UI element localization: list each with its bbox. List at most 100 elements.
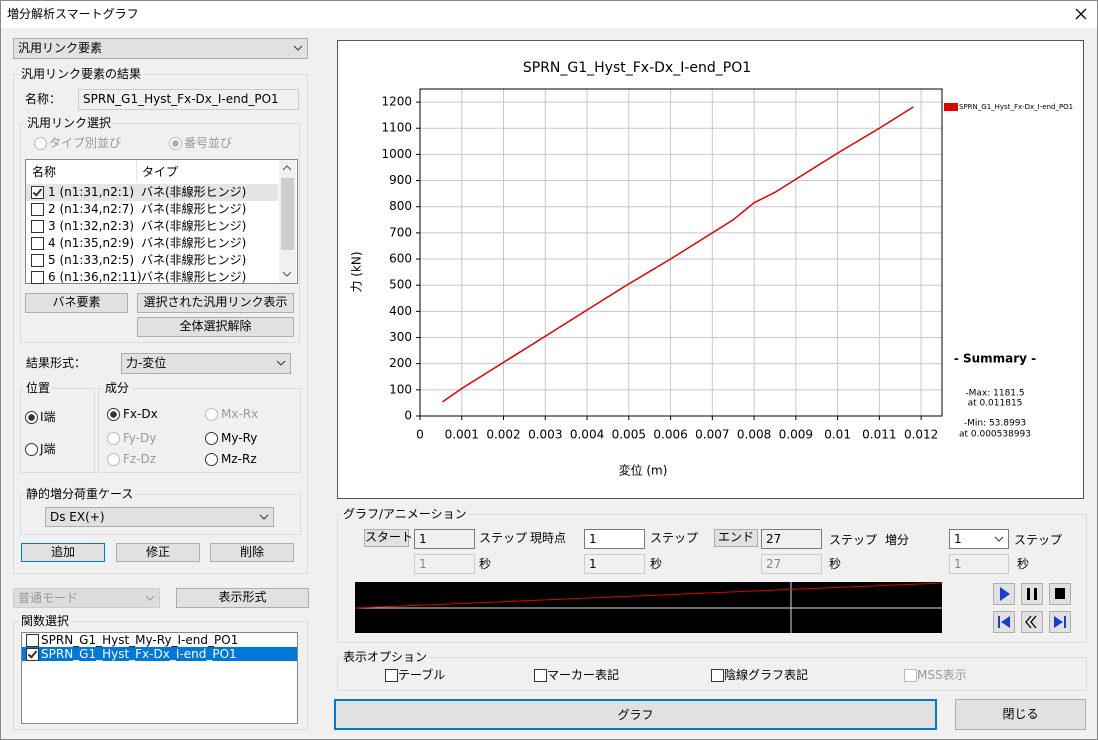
row-highlight [26,184,278,201]
function-list[interactable] [21,632,298,724]
checkbox[interactable] [31,254,44,267]
close-icon[interactable] [1074,7,1088,21]
scroll-thumb [281,178,294,250]
field[interactable]: 27 [761,529,822,549]
start-button[interactable]: スタート [364,529,413,547]
window-title: 増分解析スマートグラフ [7,7,139,21]
x-tick-label: 0.006 [653,428,687,442]
checkbox-label[interactable]: 陰線グラフ表記 [724,668,809,682]
unit: ステップ [829,533,878,547]
x-tick-label: 0.002 [486,428,520,442]
checkbox[interactable] [31,220,44,233]
unit: 秒 [479,557,492,571]
row-name[interactable]: 5 (n1:33,n2:5) [48,253,135,267]
button[interactable]: 全体選択解除 [137,317,294,337]
column-header: タイプ [142,165,179,179]
end-button[interactable]: エンド [714,529,758,547]
row-type[interactable]: バネ(非線形ヒンジ) [141,185,247,199]
radio-label: Fy-Dy [123,431,157,445]
selected-row [22,647,297,661]
button[interactable]: 選択された汎用リンク表示 [137,293,294,313]
increment-dropdown[interactable]: 1 [949,529,1009,549]
checkbox[interactable] [31,271,44,284]
row-name[interactable]: 1 (n1:31,n2:1) [48,185,135,199]
radio[interactable] [205,453,218,466]
radio[interactable] [25,443,38,456]
close-button[interactable]: 閉じる [955,699,1086,730]
row-name[interactable]: 6 (n1:36,n2:11) [48,270,142,284]
timeline[interactable] [355,582,942,633]
x-tick-label: 0.008 [737,428,771,442]
radio[interactable] [107,408,120,421]
unit: ステップ [650,531,699,545]
field[interactable]: 1 [414,529,475,549]
row-type[interactable]: バネ(非線形ヒンジ) [141,253,247,267]
group-box [13,74,308,574]
radio [169,137,182,150]
group-box [337,657,1087,691]
button[interactable]: 表示形式 [176,588,309,608]
graph-button[interactable]: グラフ [334,699,937,730]
checkbox[interactable] [26,634,39,647]
label: 現時点 [530,531,567,545]
checkbox[interactable] [711,669,724,682]
scroll-up[interactable] [282,164,292,172]
checkbox[interactable] [385,669,398,682]
element-type-dropdown[interactable]: 汎用リンク要素 [13,38,308,59]
radio [107,453,120,466]
list-item[interactable]: SPRN_G1_Hyst_My-Ry_I-end_PO1 [41,633,239,647]
result-format-dropdown[interactable]: 力-変位 [121,353,291,374]
button[interactable]: 削除 [210,543,294,562]
summary-max-at: at 0.011815 [968,399,1023,409]
row-name[interactable]: 4 (n1:35,n2:9) [48,236,135,250]
unit: 秒 [1017,557,1030,571]
last-button[interactable] [1049,611,1071,633]
dropdown-text: 普通モード [18,591,79,605]
row-type[interactable]: バネ(非線形ヒンジ) [141,270,247,284]
title-bar [1,1,1097,28]
radio-label: Fz-Dz [123,452,157,466]
row-name[interactable]: 3 (n1:32,n2:3) [48,219,135,233]
button[interactable]: バネ要素 [25,293,128,313]
scroll-down[interactable] [282,270,292,278]
radio-label: J端 [40,442,56,456]
x-tick-label: 0.007 [695,428,729,442]
button[interactable]: 追加 [21,543,105,562]
row-name[interactable]: 2 (n1:34,n2:7) [48,202,135,216]
dropdown-text: 力-変位 [126,356,167,370]
unit: ステップ [1014,533,1063,547]
radio[interactable] [25,411,38,424]
list-item[interactable]: SPRN_G1_Hyst_Fx-Dx_I-end_PO1 [41,647,237,661]
radio[interactable] [205,432,218,445]
radio-label: 番号並び [184,136,233,150]
load-case-dropdown[interactable]: Ds EX(+) [45,507,274,527]
button[interactable]: 修正 [116,543,200,562]
field[interactable]: 1 [584,529,645,549]
checkbox[interactable] [26,648,39,661]
y-tick-label: 800 [389,199,412,213]
row-type[interactable]: バネ(非線形ヒンジ) [141,219,247,233]
x-tick-label: 0.011 [862,428,896,442]
link-list[interactable] [25,159,298,284]
row-type[interactable]: バネ(非線形ヒンジ) [141,236,247,250]
label: 結果形式： [26,356,87,370]
checkbox[interactable] [31,203,44,216]
x-tick-label: 0.005 [612,428,646,442]
checkbox[interactable] [31,186,44,199]
radio [107,432,120,445]
checkbox-label[interactable]: テーブル [398,668,446,682]
y-tick-label: 500 [389,278,412,292]
y-tick-label: 100 [389,382,412,396]
dropdown-text: 汎用リンク要素 [18,41,103,55]
group-title: 位置 [24,381,53,395]
chart-title: SPRN_G1_Hyst_Fx-Dx_I-end_PO1 [523,60,751,76]
mode-dropdown: 普通モード [13,588,160,608]
row-type[interactable]: バネ(非線形ヒンジ) [141,202,247,216]
checkbox[interactable] [534,669,547,682]
checkbox[interactable] [31,237,44,250]
checkbox-label[interactable]: マーカー表記 [547,668,620,682]
group-title: グラフ/アニメーション [341,507,469,521]
summary-max: -Max: 1181.5 [965,389,1024,399]
summary-min: -Min: 53.8993 [964,419,1026,429]
